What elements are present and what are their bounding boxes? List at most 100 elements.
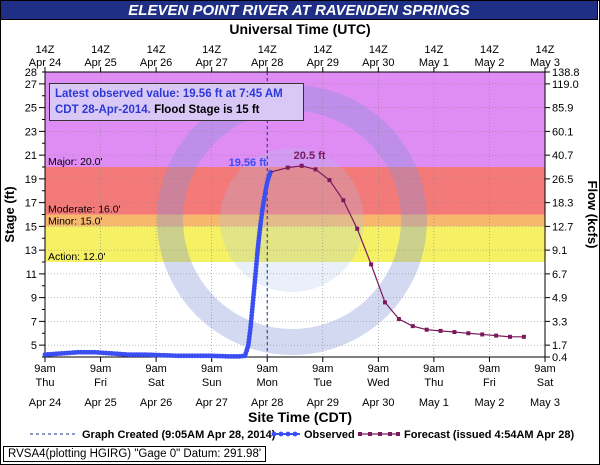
y-tick-label: 11	[26, 269, 37, 281]
bottom-tick-date: Apr 30	[362, 397, 394, 409]
bottom-tick-dow: Fri	[94, 377, 107, 389]
bottom-tick-dow: Sun	[202, 377, 222, 389]
forecast-point	[508, 334, 512, 339]
observed-peak-label: 19.56 ft	[229, 157, 267, 169]
bottom-tick-dow: Wed	[367, 377, 389, 389]
legend-forecast-marker	[396, 432, 400, 436]
flow-tick-label: 119.0	[552, 79, 579, 91]
top-tick-date: Apr 25	[84, 57, 116, 69]
legend-observed: Observed	[304, 429, 355, 441]
flow-tick-label: 138.8	[552, 67, 580, 79]
flood-band-minor	[45, 214, 545, 227]
bottom-tick-date: Apr 29	[307, 397, 339, 409]
top-tick-time: 14Z	[91, 44, 110, 56]
bottom-tick-date: Apr 28	[251, 397, 283, 409]
y-tick-label: 23	[25, 126, 37, 138]
flow-tick-label: 9.1	[552, 245, 567, 257]
top-tick-date: Apr 29	[307, 57, 339, 69]
latest-observation-date: CDT 28-Apr-2014.	[55, 104, 151, 116]
bottom-tick-time: 9am	[90, 363, 111, 375]
y-tick-label: 9	[31, 293, 37, 305]
forecast-point	[521, 334, 526, 339]
legend-forecast-marker	[378, 432, 382, 436]
flood-label-major: Major: 20.0'	[48, 156, 103, 168]
flow-tick-label: 40.7	[552, 150, 573, 162]
bottom-tick-time: 9am	[34, 363, 55, 375]
y-tick-label: 15	[25, 221, 37, 233]
flow-tick-label: 60.1	[552, 126, 573, 138]
y-tick-label: 19	[25, 174, 37, 186]
forecast-point	[438, 328, 443, 333]
bottom-tick-date: Apr 25	[84, 397, 116, 409]
bottom-tick-dow: Fri	[483, 377, 496, 389]
legend-graph-created: Graph Created (9:05AM Apr 28, 2014)	[82, 429, 276, 441]
forecast-point	[424, 327, 429, 332]
bottom-tick-time: 9am	[534, 363, 555, 375]
flow-tick-label: 26.5	[552, 174, 573, 186]
legend-observed-marker	[271, 431, 277, 437]
flow-tick-label: 3.3	[552, 316, 567, 328]
top-tick-date: May 2	[474, 57, 504, 69]
flow-tick-label: 1.7	[552, 340, 567, 352]
y-tick-label: 13	[25, 245, 37, 257]
y2-axis-title: Flow (kcfs)	[585, 181, 600, 249]
forecast-point	[341, 198, 346, 203]
forecast-point	[327, 178, 332, 183]
forecast-point	[494, 333, 499, 338]
top-tick-time: 14Z	[369, 44, 388, 56]
y-tick-label: 17	[25, 198, 37, 210]
y-axis-title: Stage (ft)	[2, 186, 17, 242]
bottom-tick-dow: Thu	[424, 377, 443, 389]
top-tick-date: Apr 28	[251, 57, 283, 69]
forecast-point	[369, 262, 374, 267]
top-tick-time: 14Z	[480, 44, 499, 56]
bottom-tick-dow: Tue	[314, 377, 333, 389]
flow-tick-label: 4.9	[552, 293, 567, 305]
forecast-point	[285, 165, 290, 170]
flood-band-moderate	[45, 167, 545, 215]
top-tick-time: 14Z	[147, 44, 166, 56]
bottom-tick-time: 9am	[312, 363, 333, 375]
bottom-tick-time: 9am	[423, 363, 444, 375]
legend-forecast-marker	[358, 432, 362, 436]
forecast-point	[355, 226, 360, 231]
bottom-tick-dow: Sat	[148, 377, 165, 389]
bottom-tick-time: 9am	[145, 363, 166, 375]
y-tick-label: 28	[25, 67, 37, 79]
bottom-tick-time: 9am	[479, 363, 500, 375]
top-tick-date: Apr 27	[195, 57, 227, 69]
legend-forecast-marker	[368, 432, 372, 436]
top-tick-time: 14Z	[258, 44, 277, 56]
legend-observed-marker	[285, 431, 291, 437]
latest-observation-box: Latest observed value: 19.56 ft at 7:45 …	[49, 83, 304, 121]
bottom-axis-title: Site Time (CDT)	[248, 409, 352, 425]
bottom-tick-date: May 3	[530, 397, 560, 409]
legend-observed-marker	[292, 431, 298, 437]
forecast-point	[396, 317, 401, 321]
flood-band-normal	[45, 262, 545, 357]
top-tick-date: May 3	[530, 57, 560, 69]
y-tick-label: 7	[31, 316, 37, 328]
legend	[0, 426, 600, 442]
forecast-peak-label: 20.5 ft	[294, 150, 326, 162]
gage-datum-footer: RVSA4(plotting HGIRG) "Gage 0" Datum: 29…	[3, 446, 267, 462]
legend-observed-marker	[278, 431, 284, 437]
top-tick-time: 14Z	[424, 44, 443, 56]
top-tick-time: 14Z	[536, 44, 555, 56]
flood-stage-text: Flood Stage is 15 ft	[150, 104, 260, 116]
forecast-point	[480, 332, 485, 337]
top-tick-date: Apr 30	[362, 57, 394, 69]
flow-tick-label: 85.9	[552, 103, 573, 115]
legend-forecast-marker	[388, 432, 392, 436]
y-tick-label: 27	[25, 79, 37, 91]
forecast-point	[452, 330, 457, 335]
forecast-point	[466, 331, 471, 336]
bottom-tick-dow: Mon	[257, 377, 278, 389]
legend-forecast: Forecast (issued 4:54AM Apr 28)	[404, 429, 574, 441]
flood-label-action: Action: 12.0'	[48, 251, 105, 263]
bottom-tick-date: Apr 24	[29, 397, 61, 409]
flow-tick-label: 6.7	[552, 269, 567, 281]
y-tick-label: 5	[31, 340, 37, 352]
bottom-tick-time: 9am	[201, 363, 222, 375]
